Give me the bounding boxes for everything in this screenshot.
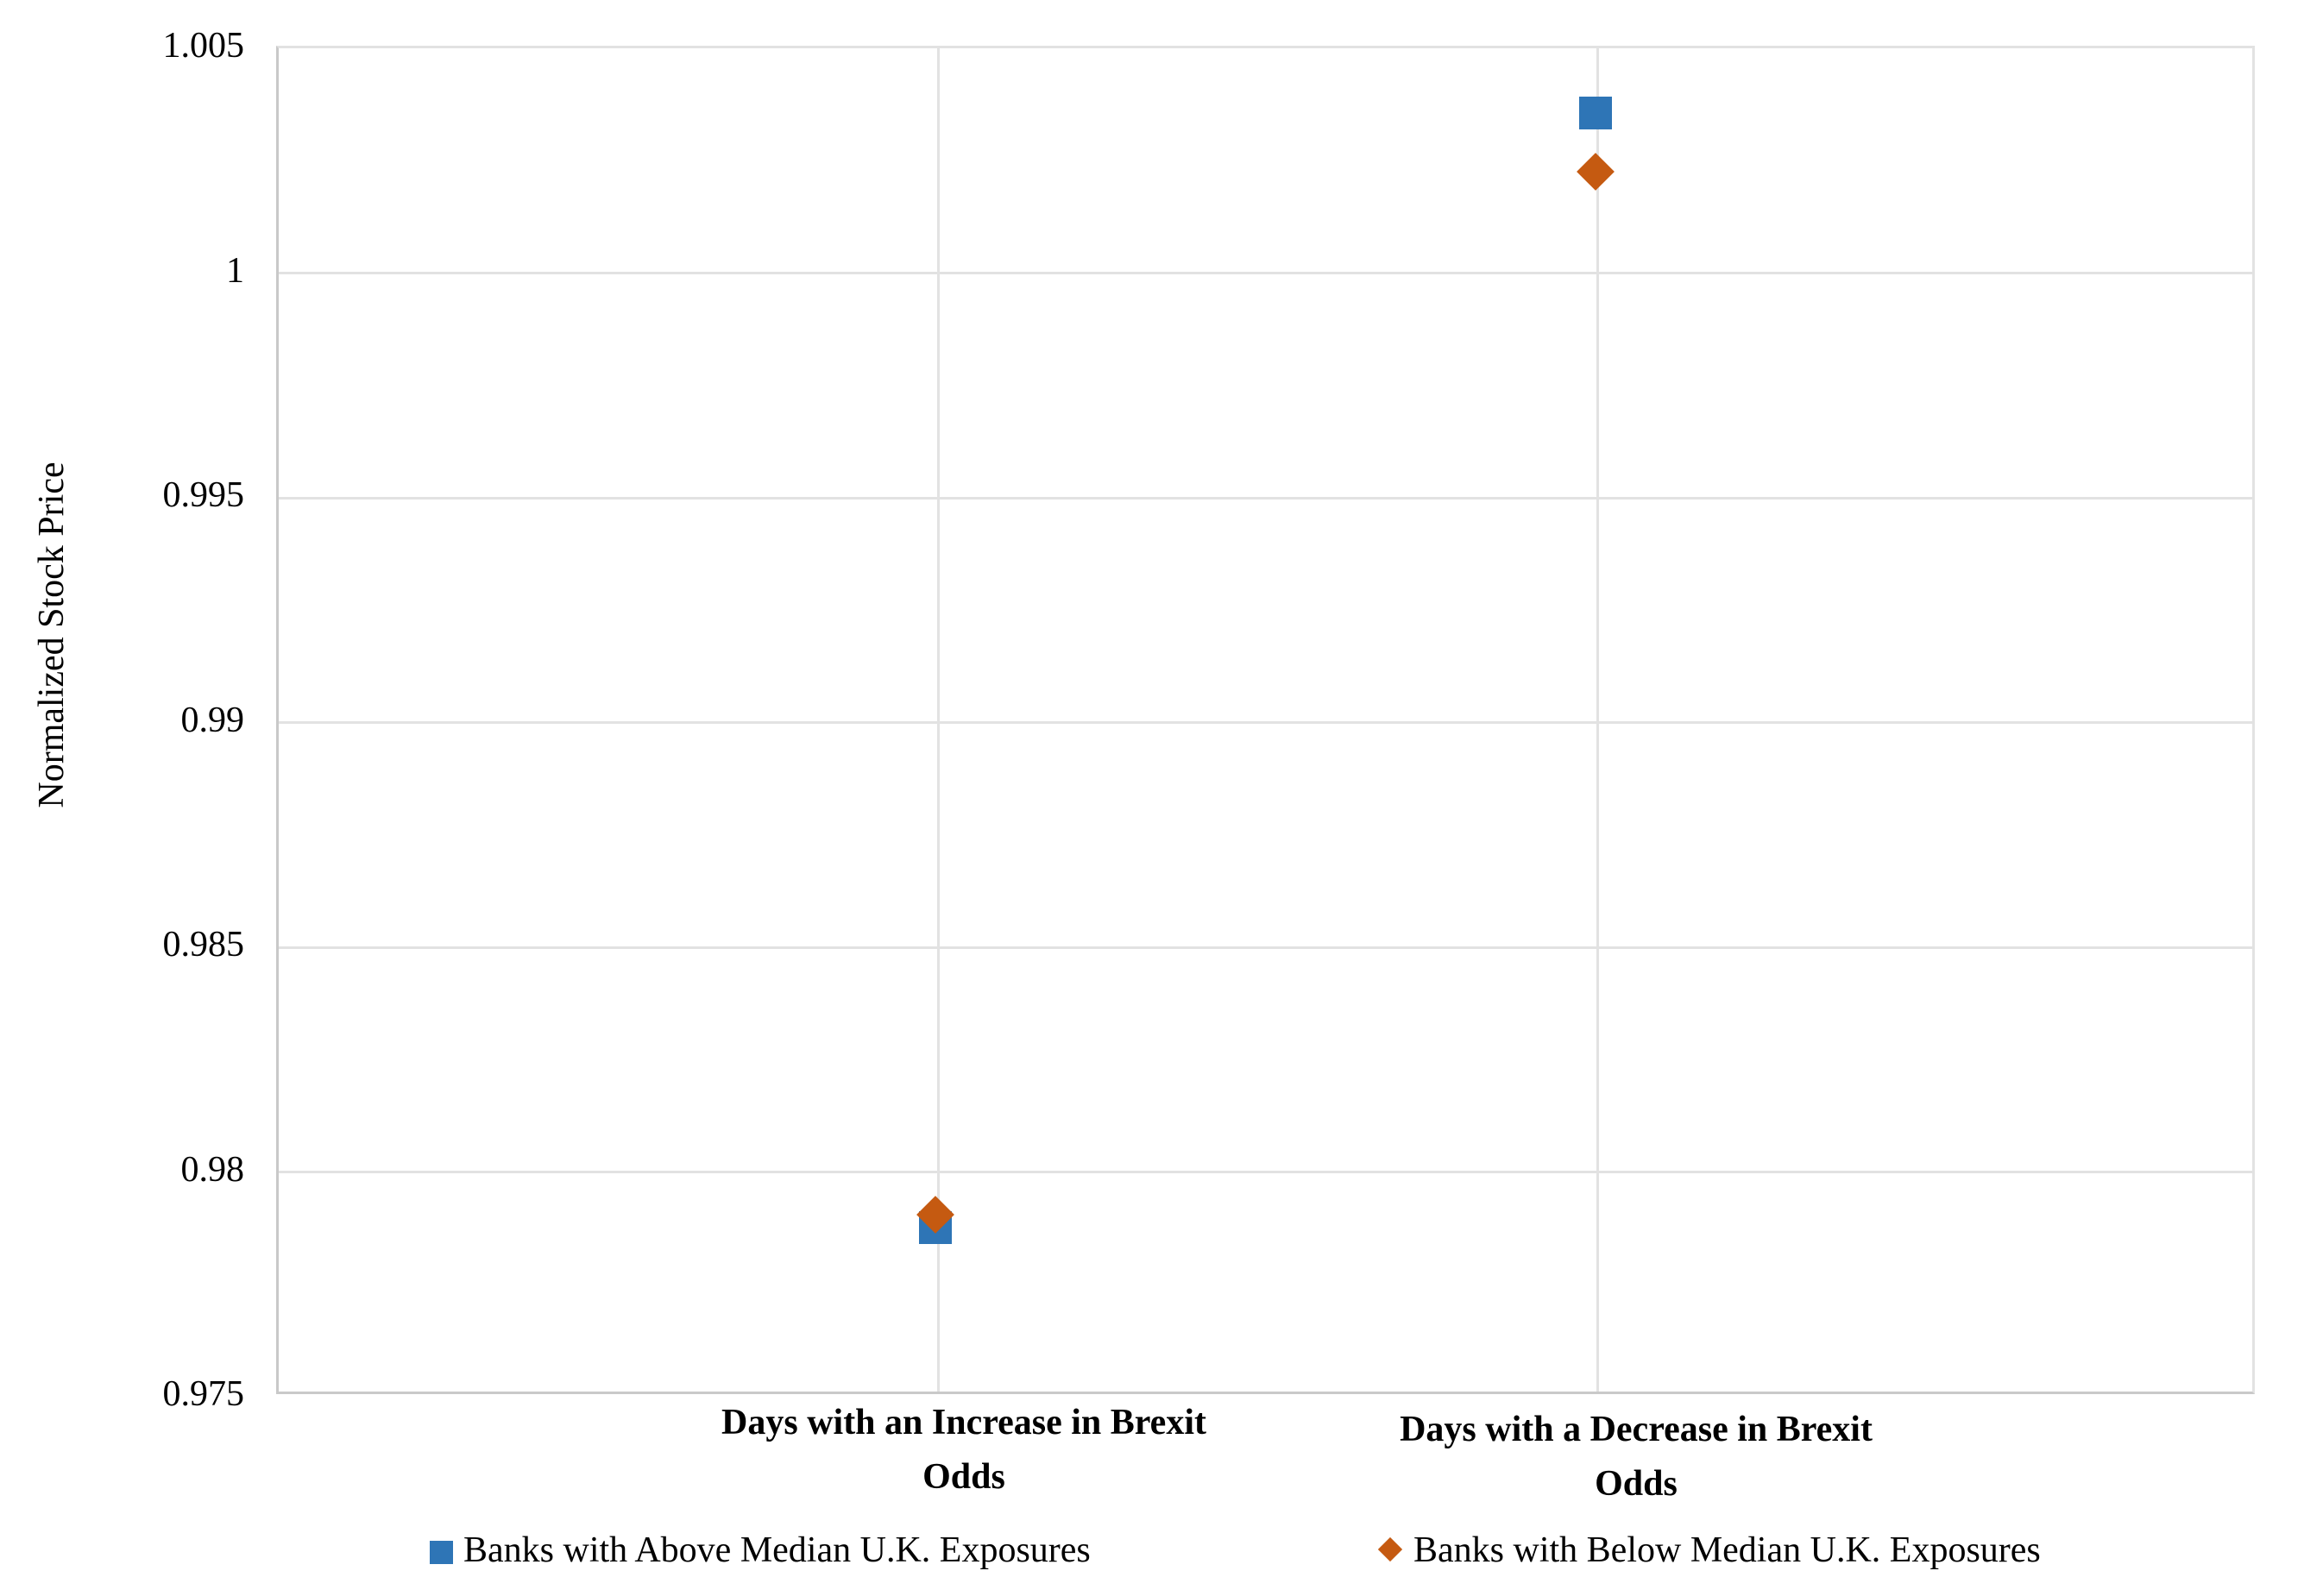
- y-tick-label: 0.985: [162, 925, 245, 965]
- v-gridline: [1596, 48, 1600, 1392]
- data-marker-square: [1578, 97, 1612, 130]
- plot-area: [276, 46, 2255, 1394]
- y-tick-label: 1.005: [162, 26, 245, 66]
- h-gridline: [279, 496, 2252, 500]
- h-gridline: [279, 721, 2252, 724]
- h-gridline: [279, 1171, 2252, 1173]
- legend-label-below-median: Banks with Below Median U.K. Exposures: [1413, 1530, 2041, 1570]
- h-gridline: [279, 272, 2252, 274]
- h-gridline: [279, 946, 2252, 949]
- y-tick-label: 0.995: [162, 475, 245, 515]
- y-tick-label: 0.98: [180, 1149, 245, 1190]
- v-gridline: [936, 48, 940, 1392]
- legend-marker-diamond-icon: [1377, 1536, 1403, 1562]
- y-tick-label: 0.975: [162, 1374, 245, 1414]
- x-category-label-decrease: Days with a Decrease in Brexit Odds: [1400, 1410, 1873, 1504]
- x-category-label-increase: Days with an Increase in Brexit Odds: [721, 1403, 1206, 1497]
- y-tick-label: 0.99: [180, 700, 245, 740]
- legend-marker-square-icon: [430, 1541, 453, 1564]
- legend-label-above-median: Banks with Above Median U.K. Exposures: [463, 1530, 1091, 1570]
- y-tick-label: 1: [226, 250, 244, 291]
